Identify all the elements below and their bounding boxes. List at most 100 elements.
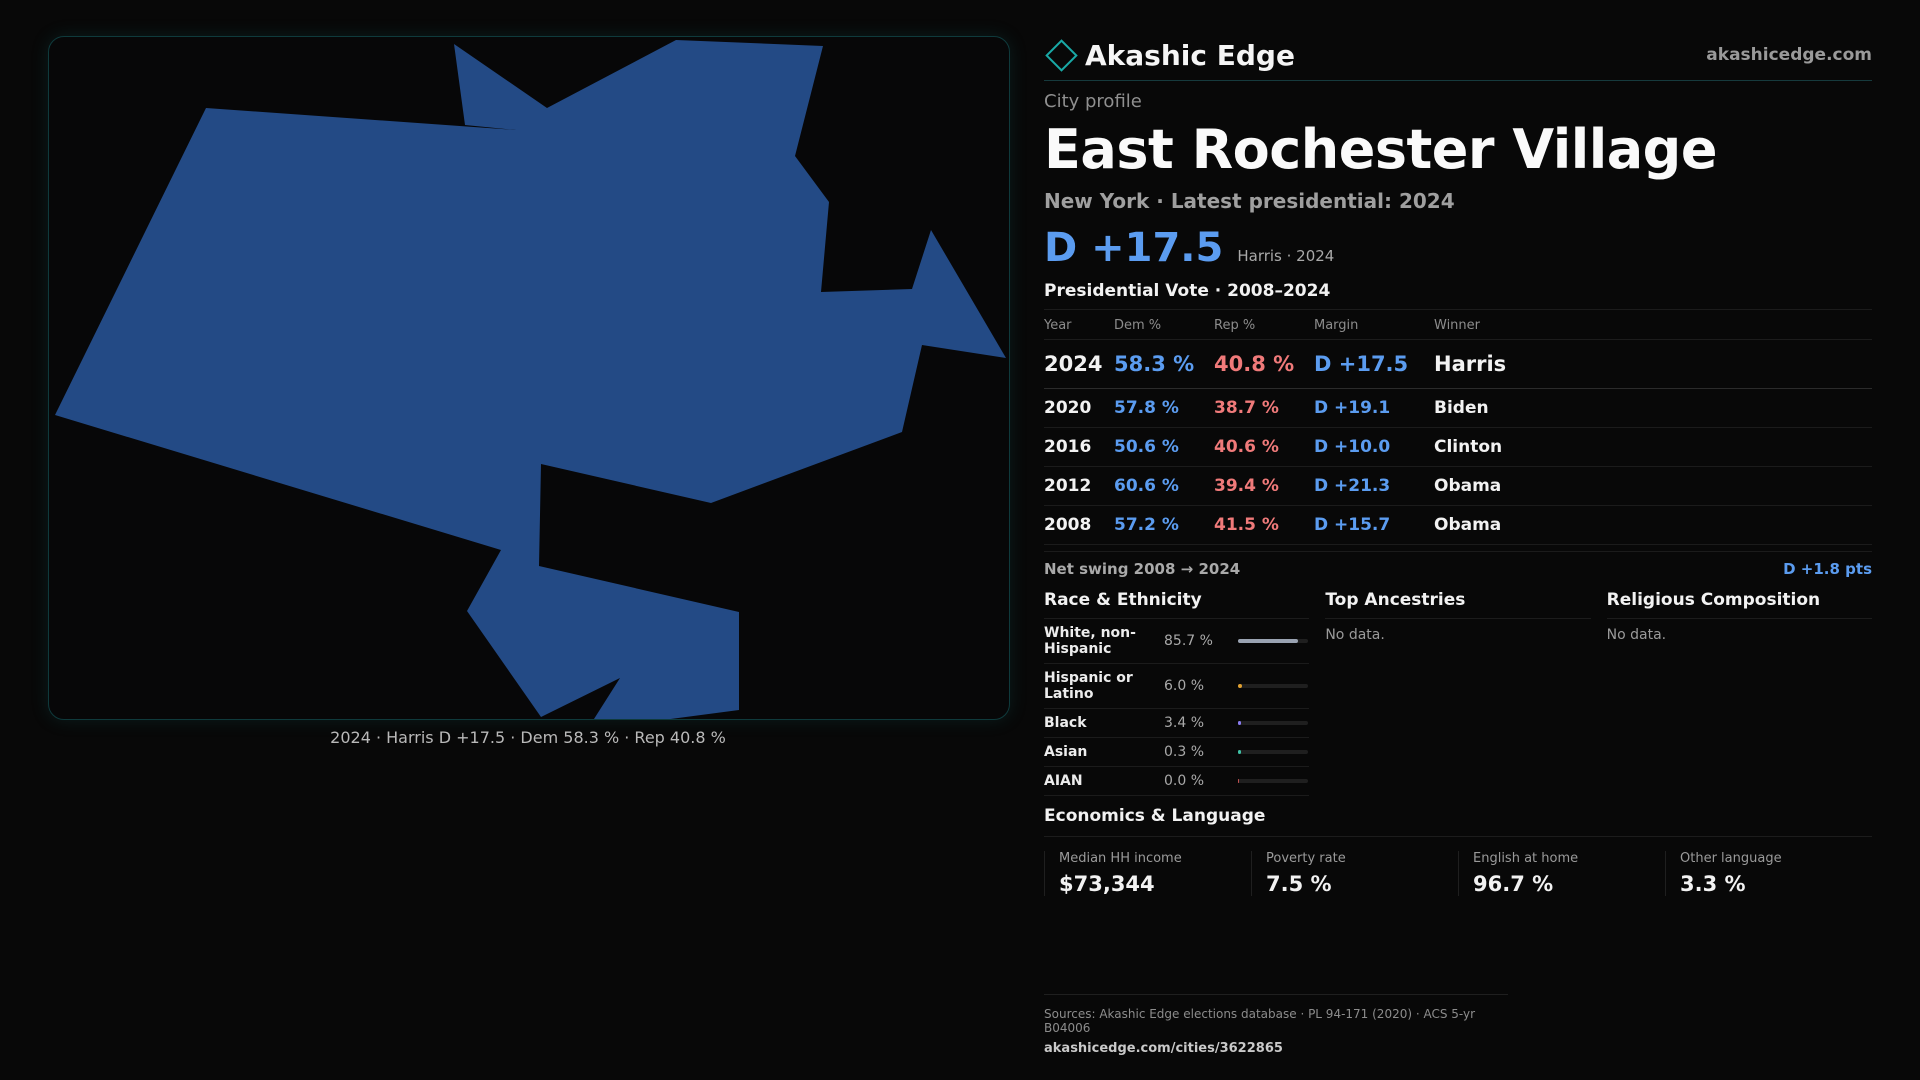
brand-name: Akashic Edge [1085, 38, 1295, 72]
econ-income: Median HH income $73,344 [1044, 851, 1251, 896]
econ-value: 7.5 % [1266, 872, 1332, 896]
race-bar-fill [1238, 684, 1243, 688]
net-swing: Net swing 2008 → 2024 D +1.8 pts [1044, 551, 1872, 578]
table-row: 2008 57.2 % 41.5 % D +15.7 Obama [1044, 505, 1872, 545]
table-row: 2012 60.6 % 39.4 % D +21.3 Obama [1044, 466, 1872, 506]
row-winner: Clinton [1434, 427, 1872, 467]
ancestry-title: Top Ancestries [1325, 590, 1591, 619]
boundary-map [48, 36, 1010, 720]
race-label: Hispanic or Latino [1044, 670, 1133, 702]
race-bar [1238, 721, 1308, 725]
race-pct: 0.3 % [1164, 744, 1205, 760]
site-link[interactable]: akashicedge.com [1706, 45, 1872, 65]
city-boundary-shape [55, 40, 1006, 719]
row-winner: Obama [1434, 466, 1872, 506]
latest-margin-value: D +17.5 [1044, 225, 1224, 271]
econ-poverty: Poverty rate 7.5 % [1251, 851, 1458, 896]
race-bar-fill [1238, 721, 1241, 725]
row-rep: 40.8 % [1214, 339, 1314, 389]
econ-label: Poverty rate [1266, 851, 1346, 866]
row-dem: 60.6 % [1114, 466, 1214, 506]
row-margin: D +10.0 [1314, 427, 1434, 467]
latest-margin: D +17.5 Harris · 2024 [1044, 225, 1872, 271]
vote-table-header: Year Dem % Rep % Margin Winner [1044, 310, 1872, 340]
table-row: 2020 57.8 % 38.7 % D +19.1 Biden [1044, 388, 1872, 428]
row-margin: D +17.5 [1314, 339, 1434, 389]
net-swing-value: D +1.8 pts [1783, 560, 1872, 578]
religion-section: Religious Composition No data. [1606, 590, 1872, 796]
map-caption: 2024 · Harris D +17.5 · Dem 58.3 % · Rep… [330, 728, 726, 747]
vote-table-title: Presidential Vote · 2008–2024 [1044, 281, 1872, 310]
row-year: 2020 [1044, 388, 1114, 428]
row-winner: Biden [1434, 388, 1872, 428]
row-dem: 57.8 % [1114, 388, 1214, 428]
religion-empty: No data. [1606, 627, 1667, 643]
latest-margin-note: Harris · 2024 [1237, 247, 1335, 265]
row-rep: 41.5 % [1214, 505, 1314, 545]
race-bar-fill [1238, 750, 1241, 754]
race-label: AIAN [1044, 773, 1083, 789]
economics-grid: Median HH income $73,344 Poverty rate 7.… [1044, 851, 1872, 896]
row-rep: 38.7 % [1214, 388, 1314, 428]
race-bar [1238, 750, 1308, 754]
diamond-logo-icon [1045, 38, 1078, 72]
race-label: Asian [1044, 744, 1088, 760]
row-margin: D +19.1 [1314, 388, 1434, 428]
row-winner: Obama [1434, 505, 1872, 545]
table-row: 2024 58.3 % 40.8 % D +17.5 Harris [1044, 339, 1872, 389]
race-pct: 6.0 % [1164, 678, 1205, 694]
econ-value: 3.3 % [1680, 872, 1746, 896]
row-winner: Harris [1434, 339, 1872, 389]
row-year: 2016 [1044, 427, 1114, 467]
ancestry-section: Top Ancestries No data. [1325, 590, 1591, 796]
econ-value: 96.7 % [1473, 872, 1554, 896]
list-item: Black 3.4 % [1044, 709, 1310, 738]
row-rep: 40.6 % [1214, 427, 1314, 467]
row-year: 2008 [1044, 505, 1114, 545]
race-bar-fill [1238, 639, 1298, 643]
row-margin: D +15.7 [1314, 505, 1434, 545]
row-dem: 50.6 % [1114, 427, 1214, 467]
race-bar [1238, 684, 1308, 688]
header-year: Year [1044, 310, 1114, 340]
header: Akashic Edge akashicedge.com [1044, 30, 1872, 81]
page-url-link[interactable]: akashicedge.com/cities/3622865 [1044, 1041, 1283, 1056]
list-item: White, non-Hispanic 85.7 % [1044, 619, 1310, 664]
econ-label: Median HH income [1059, 851, 1182, 866]
econ-value: $73,344 [1059, 872, 1155, 896]
vote-table: Year Dem % Rep % Margin Winner 2024 58.3… [1044, 310, 1872, 545]
econ-label: Other language [1680, 851, 1782, 866]
net-swing-label: Net swing 2008 → 2024 [1044, 560, 1241, 578]
header-rep: Rep % [1214, 310, 1314, 340]
list-item: Asian 0.3 % [1044, 738, 1310, 767]
race-label: White, non-Hispanic [1044, 625, 1136, 657]
econ-label: English at home [1473, 851, 1579, 866]
header-dem: Dem % [1114, 310, 1214, 340]
row-dem: 58.3 % [1114, 339, 1214, 389]
race-label: Black [1044, 715, 1087, 731]
race-list: White, non-Hispanic 85.7 % Hispanic or L… [1044, 619, 1310, 796]
row-year: 2012 [1044, 466, 1114, 506]
state-subline: New York · Latest presidential: 2024 [1044, 189, 1455, 213]
ancestry-empty: No data. [1325, 627, 1385, 643]
sources-note: Sources: Akashic Edge elections database… [1044, 1007, 1476, 1035]
page-title: East Rochester Village [1044, 118, 1717, 181]
econ-english: English at home 96.7 % [1458, 851, 1665, 896]
race-section: Race & Ethnicity White, non-Hispanic 85.… [1044, 590, 1310, 796]
profile-panel: Akashic Edge akashicedge.com City profil… [1044, 30, 1872, 896]
race-bar [1238, 779, 1308, 783]
row-dem: 57.2 % [1114, 505, 1214, 545]
race-bar [1238, 639, 1308, 643]
brand[interactable]: Akashic Edge [1044, 39, 1295, 72]
header-winner: Winner [1434, 310, 1872, 340]
race-pct: 3.4 % [1164, 715, 1205, 731]
religion-title: Religious Composition [1606, 590, 1872, 619]
econ-other-language: Other language 3.3 % [1665, 851, 1872, 896]
race-title: Race & Ethnicity [1044, 590, 1310, 619]
race-bar-fill [1238, 779, 1240, 783]
table-row: 2016 50.6 % 40.6 % D +10.0 Clinton [1044, 427, 1872, 467]
row-margin: D +21.3 [1314, 466, 1434, 506]
row-rep: 39.4 % [1214, 466, 1314, 506]
list-item: AIAN 0.0 % [1044, 767, 1310, 796]
economics-title: Economics & Language [1044, 806, 1872, 837]
